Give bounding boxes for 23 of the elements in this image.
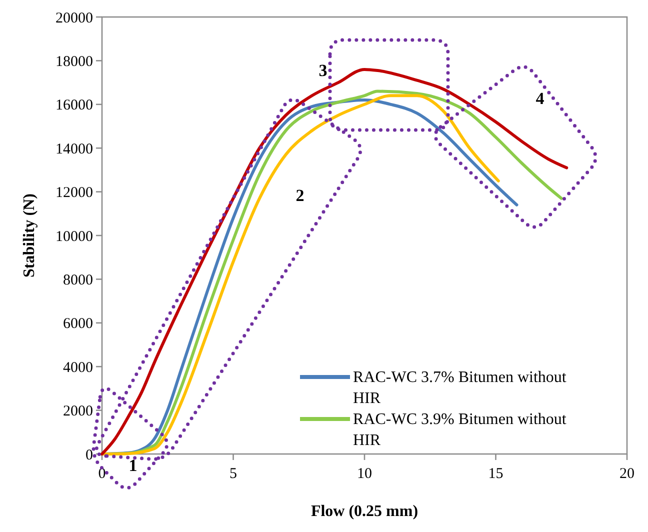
y-axis-title: Stability (N) bbox=[21, 194, 38, 278]
y-tick-label: 12000 bbox=[56, 185, 93, 202]
annotation: 4 bbox=[536, 89, 545, 108]
y-tick-label: 2000 bbox=[63, 404, 93, 420]
y-tick-label: 4000 bbox=[63, 360, 93, 376]
y-tick-label: 10000 bbox=[56, 228, 93, 245]
x-tick-label: 10 bbox=[357, 466, 372, 482]
legend-label: RAC-WC 3.9% Bitumen without HIR bbox=[353, 411, 567, 449]
x-axis-title: Flow (0.25 mm) bbox=[310, 503, 418, 520]
y-tick-label: 14000 bbox=[56, 141, 93, 158]
y-tick-label: 8000 bbox=[63, 272, 93, 288]
y-tick-label: 6000 bbox=[63, 316, 93, 332]
x-tick-label: 5 bbox=[230, 466, 237, 482]
y-tick-label: 16000 bbox=[56, 98, 93, 114]
text: 1 bbox=[128, 456, 138, 475]
x-tick-label: 15 bbox=[488, 466, 504, 482]
legend-label: RAC-WC 3.7% Bitumen without HIR bbox=[353, 369, 567, 407]
x-tick-label: 20 bbox=[620, 466, 634, 482]
annotation: 2 bbox=[296, 186, 304, 205]
y-tick-label: 18000 bbox=[56, 54, 93, 70]
annotation: 3 bbox=[318, 61, 328, 80]
y-tick-label: 20000 bbox=[56, 10, 93, 26]
y-tick-label: 0 bbox=[86, 447, 93, 464]
